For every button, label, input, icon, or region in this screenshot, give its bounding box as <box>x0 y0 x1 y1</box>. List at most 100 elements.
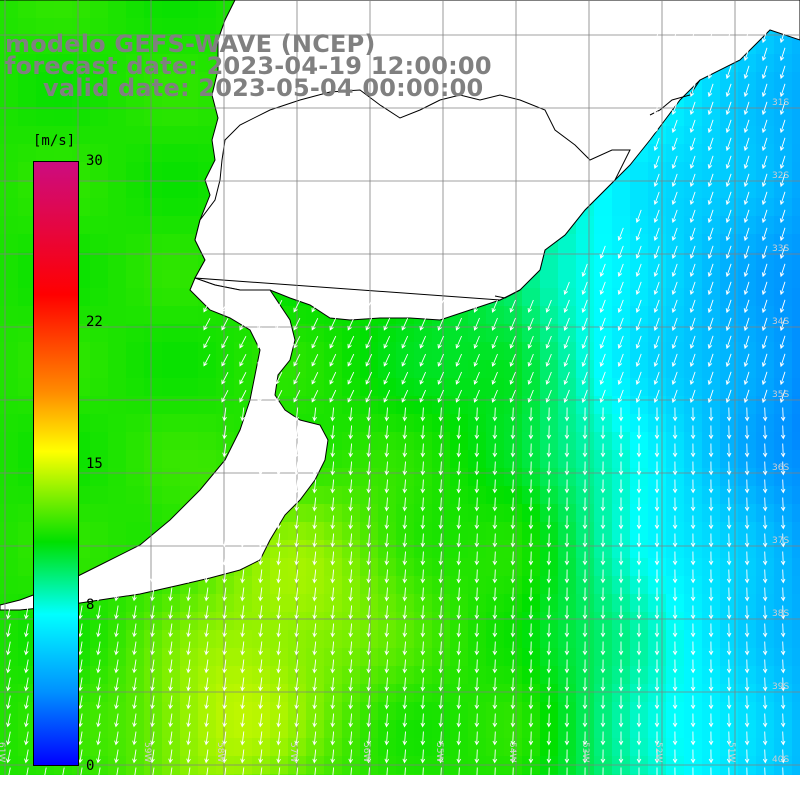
wind-arrow <box>257 371 265 385</box>
wind-arrow <box>348 515 353 530</box>
wind-speed-cell <box>252 576 271 595</box>
wind-arrow <box>80 767 83 775</box>
wind-arrow <box>635 245 642 259</box>
wind-arrow <box>383 317 391 331</box>
wind-speed-cell <box>90 540 109 559</box>
wind-arrow <box>762 749 768 764</box>
wind-arrow <box>744 677 750 692</box>
wind-speed-cell <box>738 702 757 721</box>
wind-speed-cell <box>792 216 800 235</box>
wind-arrow <box>656 767 658 775</box>
wind-arrow <box>186 713 191 728</box>
wind-arrow <box>24 695 29 710</box>
wind-arrow <box>474 677 480 692</box>
wind-speed-cell <box>108 414 127 433</box>
wind-speed-cell <box>18 180 37 199</box>
wind-speed-cell <box>126 126 145 145</box>
wind-speed-cell <box>252 612 271 631</box>
wind-arrow <box>672 587 678 602</box>
wind-arrow <box>258 749 263 764</box>
wind-arrow <box>600 731 606 746</box>
wind-arrow <box>690 731 696 746</box>
wind-arrow <box>456 749 462 764</box>
wind-speed-cell <box>666 234 685 253</box>
wind-speed-cell <box>486 540 505 559</box>
wind-arrow <box>708 641 714 656</box>
wind-speed-cell <box>486 486 505 505</box>
wind-speed-cell <box>432 594 451 613</box>
wind-speed-cell <box>18 540 37 559</box>
wind-speed-cell <box>378 486 397 505</box>
wind-arrow <box>743 389 750 404</box>
wind-arrow <box>744 515 750 530</box>
wind-arrow <box>384 587 390 602</box>
wind-arrow <box>383 371 391 385</box>
wind-arrow <box>653 227 660 241</box>
wind-arrow <box>636 515 642 530</box>
wind-arrow <box>134 767 137 775</box>
wind-arrow <box>653 119 660 133</box>
wind-speed-cell <box>108 306 127 325</box>
wind-speed-cell <box>468 666 487 685</box>
wind-arrow <box>528 587 534 602</box>
wind-arrow <box>278 767 281 775</box>
wind-speed-cell <box>414 558 433 577</box>
wind-arrow <box>492 713 498 728</box>
wind-speed-cell <box>720 684 739 703</box>
wind-arrow <box>204 713 209 728</box>
wind-speed-cell <box>774 288 793 307</box>
wind-arrow <box>203 300 211 313</box>
wind-arrow <box>366 443 372 458</box>
wind-speed-cell <box>738 144 757 163</box>
wind-speed-cell <box>162 306 181 325</box>
wind-speed-cell <box>378 360 397 379</box>
wind-speed-cell <box>540 684 559 703</box>
wind-arrow <box>293 335 301 349</box>
wind-speed-cell <box>720 270 739 289</box>
wind-speed-cell <box>324 432 343 451</box>
wind-speed-cell <box>126 414 145 433</box>
wind-arrow <box>564 479 570 494</box>
wind-speed-cell <box>162 36 181 55</box>
wind-arrow <box>348 425 353 440</box>
wind-arrow <box>368 767 370 775</box>
wind-speed-cell <box>144 684 163 703</box>
wind-arrow <box>294 407 299 422</box>
wind-arrow <box>365 353 373 367</box>
wind-arrow <box>366 713 372 728</box>
wind-speed-cell <box>522 684 541 703</box>
wind-speed-cell <box>396 702 415 721</box>
wind-speed-cell <box>144 54 163 73</box>
wind-speed-cell <box>144 162 163 181</box>
wind-speed-cell <box>792 414 800 433</box>
wind-arrow <box>671 335 678 349</box>
wind-arrow <box>312 587 317 602</box>
wind-arrow <box>527 317 534 331</box>
wind-arrow <box>510 695 516 710</box>
wind-speed-cell <box>702 216 721 235</box>
wind-speed-cell <box>576 288 595 307</box>
wind-arrow <box>365 317 373 331</box>
wind-arrow <box>528 407 534 422</box>
wind-speed-cell <box>414 702 433 721</box>
wind-speed-cell <box>468 432 487 451</box>
wind-speed-cell <box>702 558 721 577</box>
wind-speed-cell <box>18 360 37 379</box>
wind-arrow <box>708 587 714 602</box>
wind-arrow <box>510 551 516 566</box>
wind-arrow <box>617 335 624 349</box>
wind-speed-cell <box>684 162 703 181</box>
wind-speed-cell <box>162 738 181 757</box>
wind-speed-cell <box>162 360 181 379</box>
wind-arrow <box>782 767 784 775</box>
wind-speed-cell <box>486 702 505 721</box>
wind-arrow <box>690 479 696 494</box>
wind-arrow <box>168 587 173 602</box>
wind-arrow <box>258 515 263 530</box>
wind-speed-cell <box>18 558 37 577</box>
wind-speed-cell <box>126 648 145 667</box>
wind-speed-cell <box>198 684 217 703</box>
wind-arrow <box>725 353 732 368</box>
wind-arrow <box>312 443 317 458</box>
wind-speed-cell <box>486 360 505 379</box>
